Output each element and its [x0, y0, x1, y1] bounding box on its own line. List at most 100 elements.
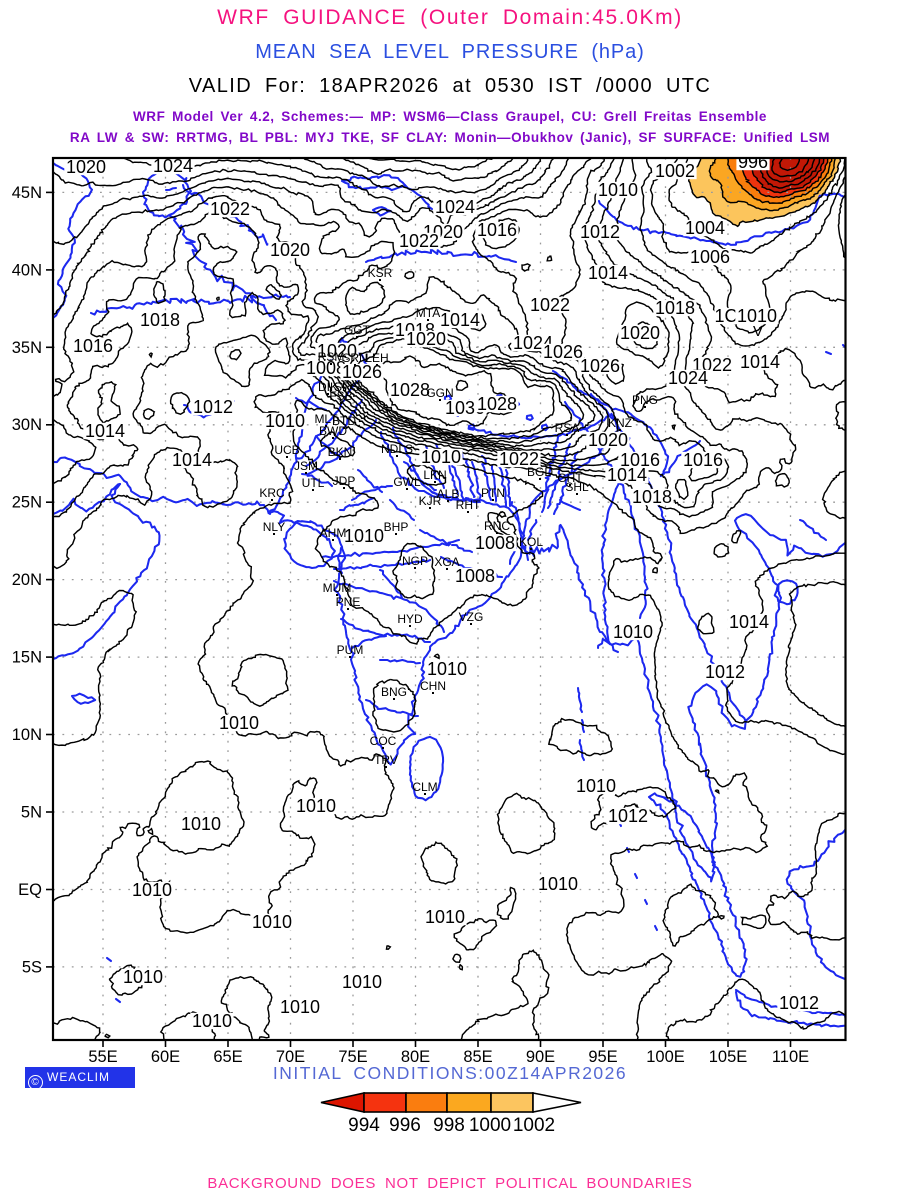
svg-text:1024: 1024 — [153, 156, 193, 176]
svg-text:ALB: ALB — [437, 487, 460, 501]
svg-text:V: V — [753, 323, 763, 340]
svg-text:COC: COC — [370, 734, 397, 748]
svg-text:1010: 1010 — [265, 411, 305, 431]
svg-text:1020: 1020 — [588, 430, 628, 450]
svg-text:1010: 1010 — [427, 659, 467, 679]
svg-text:1008: 1008 — [455, 566, 495, 586]
svg-text:CHN: CHN — [420, 679, 446, 693]
svg-text:PNE: PNE — [336, 595, 361, 609]
svg-text:1020: 1020 — [270, 240, 310, 260]
svg-text:1010: 1010 — [296, 796, 336, 816]
svg-text:1012: 1012 — [705, 662, 745, 682]
svg-text:GWL: GWL — [393, 475, 421, 489]
svg-text:1012: 1012 — [779, 993, 819, 1013]
svg-text:CLM: CLM — [412, 780, 437, 794]
svg-text:1014: 1014 — [440, 310, 480, 330]
svg-text:RSM: RSM — [318, 350, 345, 364]
svg-text:GHT: GHT — [557, 471, 583, 485]
svg-text:NLY: NLY — [263, 520, 285, 534]
svg-text:60E: 60E — [151, 1048, 180, 1066]
svg-text:RHT: RHT — [456, 498, 481, 512]
svg-text:70E: 70E — [276, 1048, 305, 1066]
svg-text:LEH: LEH — [365, 351, 388, 365]
svg-text:JSM: JSM — [294, 459, 318, 473]
svg-text:1016: 1016 — [620, 450, 660, 470]
svg-text:RSA: RSA — [555, 421, 580, 435]
svg-text:1018: 1018 — [655, 298, 695, 318]
svg-text:30N: 30N — [12, 416, 42, 434]
svg-text:75E: 75E — [338, 1048, 367, 1066]
svg-text:1002: 1002 — [513, 1115, 555, 1136]
svg-text:1014: 1014 — [588, 263, 628, 283]
svg-text:NGP: NGP — [402, 554, 428, 568]
svg-text:1010: 1010 — [737, 306, 777, 326]
svg-text:BTD: BTD — [332, 414, 356, 428]
svg-text:MUM: MUM — [323, 581, 352, 595]
svg-text:1024: 1024 — [668, 368, 708, 388]
svg-text:SRN: SRN — [342, 351, 367, 365]
svg-text:KOL: KOL — [519, 535, 543, 549]
svg-text:1014: 1014 — [607, 465, 647, 485]
svg-text:1012: 1012 — [608, 806, 648, 826]
svg-text:1010: 1010 — [538, 874, 578, 894]
svg-text:1024: 1024 — [435, 197, 475, 217]
svg-text:FSB: FSB — [329, 389, 352, 403]
svg-text:KRC: KRC — [259, 486, 285, 500]
svg-text:BKN: BKN — [328, 445, 353, 459]
svg-text:1010: 1010 — [252, 912, 292, 932]
svg-text:110E: 110E — [772, 1048, 809, 1066]
svg-text:1010: 1010 — [123, 967, 163, 987]
svg-text:1014: 1014 — [172, 450, 212, 470]
svg-text:1008: 1008 — [475, 533, 515, 553]
svg-text:65E: 65E — [213, 1048, 242, 1066]
svg-text:VZG: VZG — [459, 610, 484, 624]
svg-text:HYD: HYD — [397, 612, 423, 626]
svg-text:GGT: GGT — [344, 323, 371, 337]
svg-text:1012: 1012 — [580, 222, 620, 242]
svg-text:1010: 1010 — [192, 1011, 232, 1031]
svg-text:25N: 25N — [12, 494, 42, 512]
svg-text:DIK: DIK — [318, 380, 338, 394]
svg-text:20N: 20N — [12, 571, 42, 589]
svg-text:1004: 1004 — [685, 218, 725, 238]
svg-text:1026: 1026 — [342, 362, 382, 382]
svg-text:UTL: UTL — [302, 476, 325, 490]
svg-text:1020: 1020 — [317, 341, 357, 361]
svg-text:15N: 15N — [12, 649, 42, 667]
svg-text:996: 996 — [738, 152, 768, 172]
svg-text:1022: 1022 — [530, 295, 570, 315]
svg-text:MLT: MLT — [314, 412, 338, 426]
svg-text:1010: 1010 — [342, 972, 382, 992]
svg-text:1010: 1010 — [344, 526, 384, 546]
svg-text:10N: 10N — [12, 726, 42, 744]
svg-text:1026: 1026 — [580, 356, 620, 376]
svg-text:1014: 1014 — [740, 352, 780, 372]
svg-text:1010: 1010 — [613, 622, 653, 642]
svg-text:1016: 1016 — [73, 336, 113, 356]
svg-text:35N: 35N — [12, 339, 42, 357]
svg-text:1010: 1010 — [132, 880, 172, 900]
svg-text:45N: 45N — [12, 184, 42, 202]
svg-text:90E: 90E — [526, 1048, 555, 1066]
svg-text:1022: 1022 — [399, 231, 439, 251]
svg-text:1028: 1028 — [477, 394, 517, 414]
svg-text:40N: 40N — [12, 261, 42, 279]
svg-text:55E: 55E — [88, 1048, 117, 1066]
svg-text:1C: 1C — [714, 306, 737, 326]
svg-text:LKN: LKN — [423, 468, 446, 482]
svg-text:994: 994 — [348, 1115, 380, 1136]
svg-text:998: 998 — [433, 1115, 465, 1136]
svg-text:XGA: XGA — [434, 555, 459, 569]
svg-text:1010: 1010 — [421, 447, 461, 467]
svg-text:1010: 1010 — [598, 180, 638, 200]
svg-text:BHP: BHP — [384, 520, 409, 534]
svg-text:1016: 1016 — [683, 450, 723, 470]
svg-text:KSR: KSR — [368, 266, 393, 280]
svg-text:1006: 1006 — [690, 247, 730, 267]
svg-text:1002: 1002 — [655, 161, 695, 181]
svg-text:1020: 1020 — [406, 329, 446, 349]
svg-text:PNG: PNG — [632, 393, 658, 407]
svg-text:100E: 100E — [646, 1048, 685, 1066]
svg-text:UCB: UCB — [274, 443, 299, 457]
svg-text:1010: 1010 — [181, 814, 221, 834]
